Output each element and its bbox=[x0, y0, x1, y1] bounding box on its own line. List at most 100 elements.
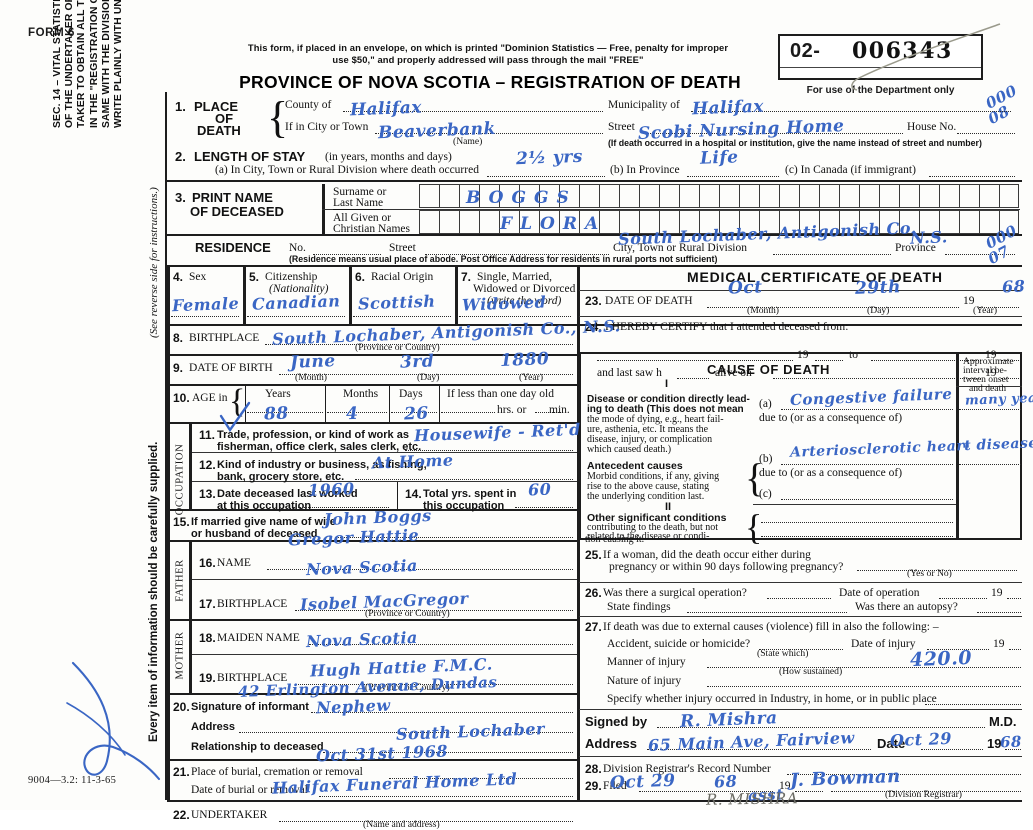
sec13-14-divider bbox=[397, 482, 399, 509]
section13-fill bbox=[293, 507, 389, 508]
center-divider bbox=[577, 265, 580, 800]
section23-label: DATE OF DEATH bbox=[605, 295, 693, 307]
residence-street-fill bbox=[425, 254, 609, 255]
name-cell bbox=[539, 210, 559, 234]
mailing-notice-line-2: use $50," and properly addressed will pa… bbox=[332, 54, 644, 65]
supply-note: Every item of information should be care… bbox=[148, 441, 160, 742]
section13-label-line1: Date deceased last worked bbox=[217, 488, 358, 500]
section10-number: 10. bbox=[173, 391, 190, 405]
section6-label: Racial Origin bbox=[371, 271, 434, 283]
signed-date-19: 19 bbox=[987, 736, 1002, 751]
residence-province-fill bbox=[945, 254, 1015, 255]
section4-fill bbox=[171, 316, 239, 317]
section27-manner-fill bbox=[707, 667, 1021, 668]
age-col-3 bbox=[389, 384, 391, 422]
section14-number: 14. bbox=[405, 487, 422, 501]
name-cell bbox=[739, 210, 759, 234]
section24-to: to bbox=[849, 349, 858, 361]
part-ii-l3: tion causing it. bbox=[585, 534, 645, 545]
residence-city-label: City, Town or Rural Division bbox=[613, 242, 748, 254]
name-cell bbox=[619, 184, 639, 208]
section1-title-line2: OF bbox=[215, 111, 234, 126]
name-cell bbox=[819, 210, 839, 234]
name-cell bbox=[639, 184, 659, 208]
section21-fill bbox=[389, 778, 573, 779]
name-cell bbox=[419, 210, 439, 234]
section8-label: BIRTHPLACE bbox=[189, 332, 260, 344]
section27-accident-caption: (State which) bbox=[757, 648, 809, 659]
rule-after-sec18 bbox=[189, 654, 579, 656]
rule-after-sec26 bbox=[579, 616, 1022, 618]
section2-a-fill bbox=[487, 176, 605, 177]
name-cell bbox=[679, 210, 699, 234]
section15-fill bbox=[335, 537, 573, 538]
cause-a-fill bbox=[781, 409, 953, 410]
house-no-label: House No. bbox=[907, 121, 957, 133]
section29-label: Filed bbox=[603, 780, 627, 792]
name-cell bbox=[719, 210, 739, 234]
section2-title-sub: (in years, months and days) bbox=[325, 151, 452, 163]
section9-number: 9. bbox=[173, 361, 184, 375]
section4-number: 4. bbox=[173, 270, 184, 284]
section26-autopsy-fill bbox=[977, 612, 1021, 613]
section21-date-label: Date of burial or removal bbox=[191, 784, 308, 796]
part-i-marker: I bbox=[665, 378, 669, 390]
section27-specify-label: Specify whether injury occurred in Indus… bbox=[607, 693, 937, 705]
section26-date-label: Date of operation bbox=[839, 587, 920, 599]
section20-address-label: Address bbox=[191, 721, 236, 733]
age-min-fill bbox=[535, 412, 563, 413]
reverse-side-note: (See reverse side for instructions.) bbox=[148, 187, 160, 338]
regbox-divider bbox=[780, 67, 981, 69]
section10-brace: { bbox=[229, 383, 246, 420]
section20-number: 20. bbox=[173, 700, 190, 714]
name-cell bbox=[899, 184, 919, 208]
section27-injury-date-label: Date of injury bbox=[851, 638, 916, 650]
section12-fill bbox=[355, 479, 573, 480]
age-col-years: Years bbox=[265, 388, 291, 400]
section28-fill bbox=[787, 774, 1021, 775]
name-cell bbox=[859, 210, 879, 234]
section27-manner-caption: (How sustained) bbox=[779, 666, 843, 677]
section6-fill bbox=[353, 316, 451, 317]
rule-after-sec12 bbox=[189, 481, 579, 483]
part-ii-marker: II bbox=[665, 501, 672, 513]
name-cell bbox=[779, 210, 799, 234]
legal-line-6: WRITE PLAINLY WITH UNFADING INK. THIS IS… bbox=[113, 0, 125, 128]
section29-registrar-fill bbox=[831, 791, 1021, 792]
section3-title-line1: PRINT NAME bbox=[192, 190, 273, 205]
residence-province-label: Province bbox=[895, 242, 936, 254]
name-cell bbox=[779, 184, 799, 208]
legal-line-5: SAME WITH THE DIVISION REGISTRAR WHO SHA… bbox=[101, 0, 113, 128]
name-cell bbox=[599, 184, 619, 208]
section17-label: BIRTHPLACE bbox=[217, 598, 288, 610]
section24-from-fill bbox=[597, 360, 793, 361]
interval-b-fill bbox=[959, 464, 1021, 465]
form-label: FORM 6 bbox=[28, 27, 76, 39]
signed-address-label: Address bbox=[585, 736, 638, 751]
section7-fill bbox=[459, 316, 571, 317]
given-label-line2: Christian Names bbox=[333, 223, 410, 235]
rule-part-ii bbox=[753, 504, 956, 506]
interval-header-l2: interval be- bbox=[963, 365, 1007, 376]
medical-title: MEDICAL CERTIFICATE OF DEATH bbox=[687, 269, 943, 285]
section16-number: 16. bbox=[199, 556, 216, 570]
section24-number: 24. bbox=[585, 320, 602, 334]
section23-caption-year: (Year) bbox=[973, 305, 998, 316]
section7-label-line2: Widowed or Divorced bbox=[473, 283, 576, 295]
section24-label: I HEREBY CERTIFY that I attended decease… bbox=[605, 321, 849, 333]
section14-fill bbox=[515, 507, 573, 508]
part-ii-fill-1 bbox=[761, 522, 953, 523]
rule-after-sec25 bbox=[579, 582, 1022, 584]
city-town-label: If in City or Town bbox=[285, 121, 369, 133]
street-label: Street bbox=[608, 121, 635, 133]
section27-accident-fill bbox=[759, 649, 843, 650]
legal-line-1: SEC. 14 – VITAL STATISTICS ACT MAKES IT … bbox=[52, 0, 64, 128]
section13-number: 13. bbox=[199, 487, 216, 501]
rule-after-sec16 bbox=[189, 579, 579, 581]
section24-alive-fill bbox=[773, 378, 981, 379]
name-cell bbox=[459, 210, 479, 234]
name-cell bbox=[819, 184, 839, 208]
name-cell bbox=[979, 210, 999, 234]
section4-label: Sex bbox=[189, 271, 207, 283]
name-cell bbox=[499, 184, 519, 208]
